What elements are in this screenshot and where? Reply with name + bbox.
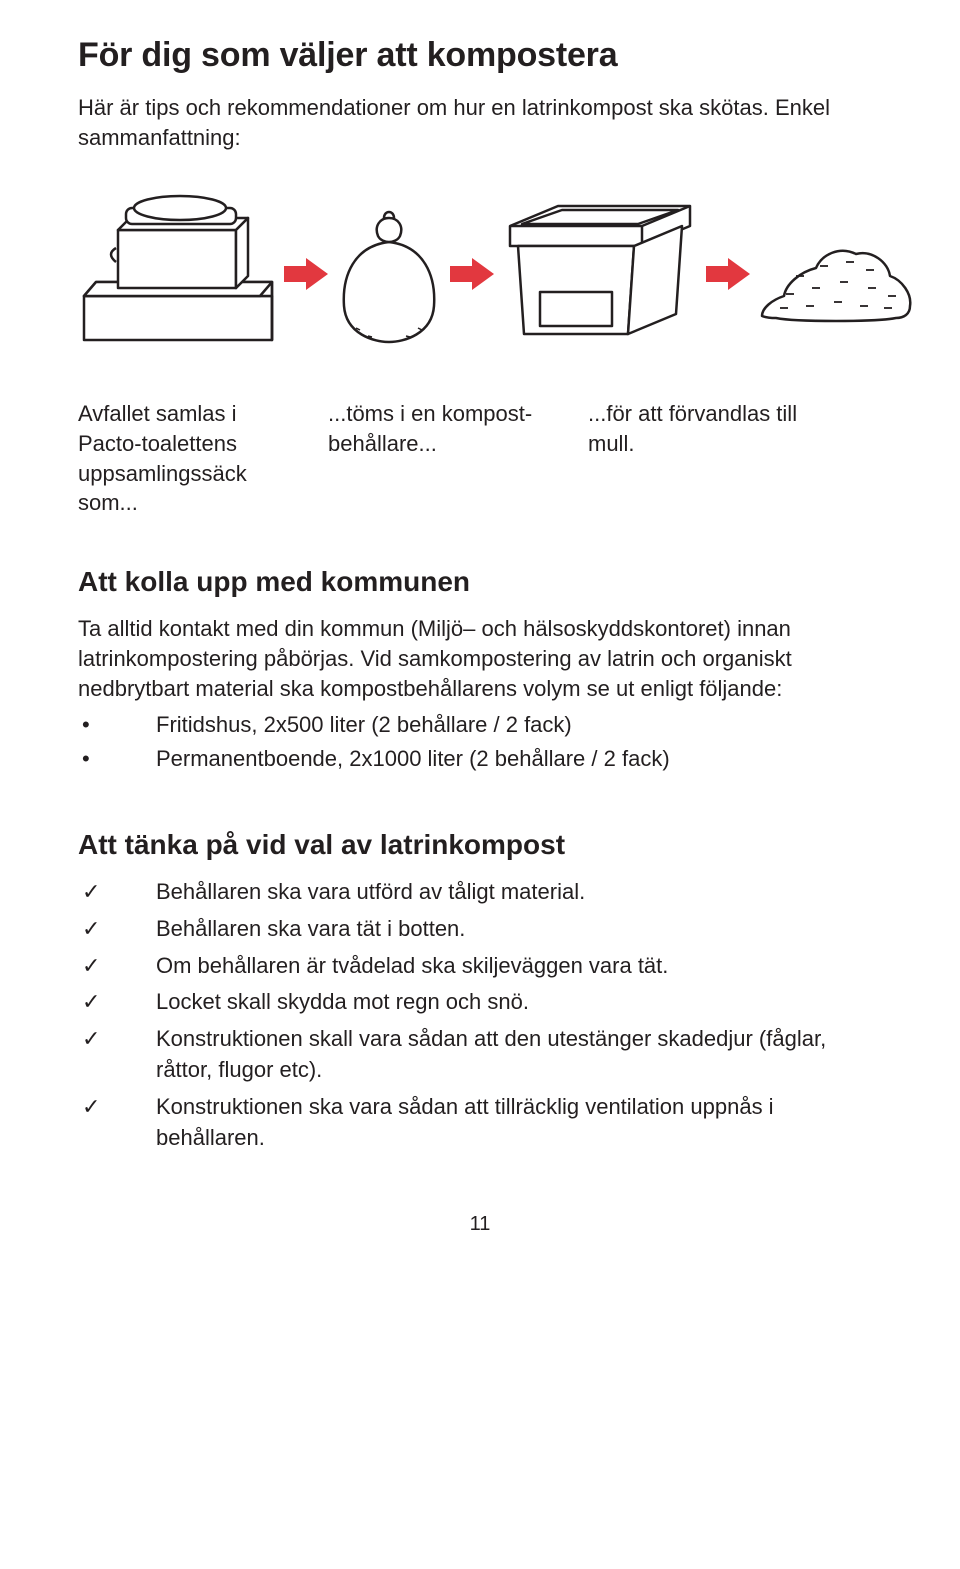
process-diagram <box>78 186 882 361</box>
list-item: Behållaren ska vara utförd av tåligt mat… <box>78 877 882 908</box>
soil-illustration <box>756 216 916 331</box>
diagram-captions: Avfallet samlas i Pacto-toalettens uppsa… <box>78 399 882 518</box>
list-item: Om behållaren är tvådelad ska skiljevägg… <box>78 951 882 982</box>
caption-2: ...töms i en kompost-behållare... <box>328 399 558 518</box>
bin-illustration <box>500 196 700 351</box>
bag-illustration <box>334 196 444 351</box>
arrow-icon <box>284 258 328 290</box>
bullet-list: Fritidshus, 2x500 liter (2 behållare / 2… <box>78 709 882 775</box>
list-item: Behållaren ska vara tät i botten. <box>78 914 882 945</box>
arrow-icon <box>450 258 494 290</box>
caption-1: Avfallet samlas i Pacto-toalettens uppsa… <box>78 399 298 518</box>
list-item: Locket skall skydda mot regn och snö. <box>78 987 882 1018</box>
caption-3: ...för att förvandlas till mull. <box>588 399 848 518</box>
section-heading: Att kolla upp med kommunen <box>78 566 882 598</box>
section-latrinkompost: Att tänka på vid val av latrinkompost Be… <box>78 829 882 1153</box>
section-paragraph: Ta alltid kontakt med din kommun (Miljö–… <box>78 614 882 703</box>
list-item: Fritidshus, 2x500 liter (2 behållare / 2… <box>78 709 882 741</box>
list-item: Permanentboende, 2x1000 liter (2 behålla… <box>78 743 882 775</box>
page-number: 11 <box>78 1213 882 1236</box>
list-item: Konstruktionen skall vara sådan att den … <box>78 1024 882 1086</box>
check-list: Behållaren ska vara utförd av tåligt mat… <box>78 877 882 1153</box>
list-item: Konstruktionen ska vara sådan att tillrä… <box>78 1092 882 1154</box>
document-page: För dig som väljer att kompostera Här är… <box>0 0 960 1276</box>
toilet-illustration <box>78 186 278 361</box>
intro-text: Här är tips och rekommendationer om hur … <box>78 93 882 152</box>
arrow-icon <box>706 258 750 290</box>
section-heading: Att tänka på vid val av latrinkompost <box>78 829 882 861</box>
page-title: För dig som väljer att kompostera <box>78 36 882 75</box>
section-kommunen: Att kolla upp med kommunen Ta alltid kon… <box>78 566 882 775</box>
